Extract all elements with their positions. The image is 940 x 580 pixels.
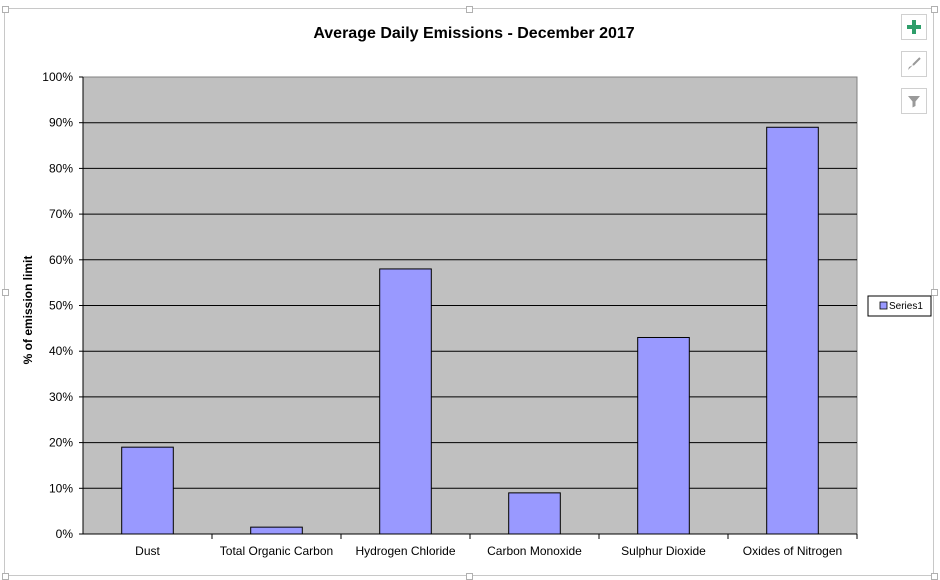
legend[interactable]: Series1 [867, 295, 932, 317]
resize-handle-top-center[interactable] [466, 6, 473, 13]
y-tick-label: 90% [49, 116, 73, 130]
y-tick-label: 70% [49, 207, 73, 221]
bar-hydrogen-chloride[interactable] [379, 268, 432, 535]
bar-sulphur-dioxide[interactable] [637, 336, 690, 535]
chart-filters-button[interactable] [901, 88, 927, 114]
plus-icon [907, 20, 921, 34]
funnel-icon [908, 96, 920, 108]
y-tick-label: 0% [56, 527, 74, 541]
legend-box [867, 295, 932, 317]
x-tick-label: Total Organic Carbon [220, 544, 333, 558]
resize-handle-top-right[interactable] [931, 6, 938, 13]
legend-swatch [879, 301, 888, 310]
y-tick-label: 10% [49, 481, 73, 495]
resize-handle-middle-left[interactable] [2, 289, 9, 296]
chart-elements-button[interactable] [901, 14, 927, 40]
chart-title: Average Daily Emissions - December 2017 [313, 25, 634, 42]
y-tick-label: 30% [49, 390, 73, 404]
y-tick-labels: 0% 10% 20% 30% 40% 50% 60% 70% 80% 90% 100% [42, 70, 83, 541]
y-axis-label: % of emission limit [21, 256, 35, 365]
x-tick-label: Dust [135, 544, 160, 558]
x-tick-label: Sulphur Dioxide [621, 544, 706, 558]
gridlines [83, 122, 857, 489]
y-tick-label: 40% [49, 344, 73, 358]
legend-label: Series1 [889, 301, 923, 312]
resize-handle-middle-right[interactable] [931, 289, 938, 296]
x-tick-label: Oxides of Nitrogen [743, 544, 842, 558]
chart-styles-button[interactable] [901, 51, 927, 77]
x-tick-label: Carbon Monoxide [487, 544, 582, 558]
paintbrush-icon [908, 57, 921, 70]
y-tick-label: 50% [49, 299, 73, 313]
y-tick-label: 20% [49, 436, 73, 450]
bar-carbon-monoxide[interactable] [508, 492, 561, 535]
y-tick-label: 60% [49, 253, 73, 267]
bar-total-organic-carbon[interactable] [250, 526, 303, 535]
y-tick-label: 80% [49, 161, 73, 175]
resize-handle-top-left[interactable] [2, 6, 9, 13]
bar-dust[interactable] [121, 446, 174, 535]
bar-oxides-of-nitrogen[interactable] [766, 126, 819, 535]
x-tick-label: Hydrogen Chloride [355, 544, 455, 558]
y-tick-label: 100% [42, 70, 73, 84]
x-tick-labels: Dust Total Organic Carbon Hydrogen Chlorid… [135, 534, 858, 558]
bars [121, 126, 819, 535]
